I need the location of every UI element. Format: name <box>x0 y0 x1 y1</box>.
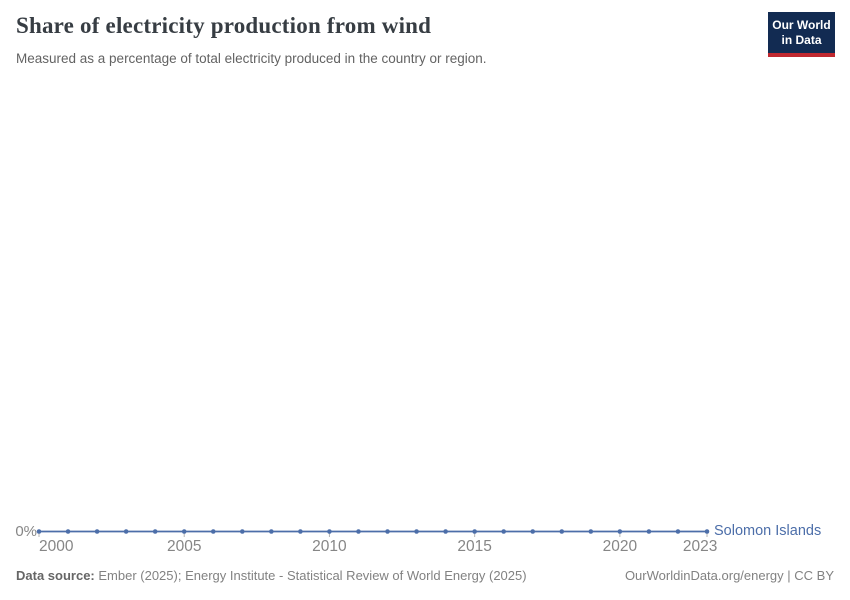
data-source-note: Data source: Ember (2025); Energy Instit… <box>16 568 527 583</box>
data-point[interactable] <box>588 529 594 534</box>
data-point[interactable] <box>327 529 332 534</box>
data-point[interactable] <box>443 529 448 534</box>
data-point[interactable] <box>617 529 623 534</box>
data-point[interactable] <box>356 529 361 534</box>
data-point[interactable] <box>646 529 652 534</box>
owid-license-link[interactable]: OurWorldinData.org/energy | CC BY <box>624 568 834 583</box>
data-point[interactable] <box>152 529 158 534</box>
data-source-text: Ember (2025); Energy Institute - Statist… <box>94 568 527 583</box>
data-point[interactable] <box>123 529 129 534</box>
data-point[interactable] <box>94 529 100 534</box>
series-label[interactable]: Solomon Islands <box>714 523 822 539</box>
data-point[interactable] <box>65 529 71 534</box>
y-axis-tick-label: 0% <box>15 523 37 540</box>
owid-logo-line1: Our World <box>772 18 831 32</box>
data-point[interactable] <box>210 529 216 534</box>
data-point[interactable] <box>385 529 390 534</box>
data-point[interactable] <box>414 529 419 534</box>
owid-logo: Our World in Data <box>768 12 835 57</box>
data-source-label: Data source: <box>16 568 95 583</box>
data-point[interactable] <box>530 529 536 534</box>
data-point[interactable] <box>181 529 187 534</box>
owid-logo-line2: in Data <box>781 33 822 47</box>
data-point[interactable] <box>704 529 710 534</box>
data-point[interactable] <box>298 529 303 534</box>
data-point[interactable] <box>559 529 565 534</box>
data-point[interactable] <box>36 529 42 534</box>
chart-subtitle: Measured as a percentage of total electr… <box>16 51 487 66</box>
data-point[interactable] <box>675 529 681 534</box>
data-point[interactable] <box>501 529 506 534</box>
data-point[interactable] <box>472 529 477 534</box>
data-point[interactable] <box>240 529 245 534</box>
data-point[interactable] <box>269 529 274 534</box>
chart-title: Share of electricity production from win… <box>16 13 432 38</box>
